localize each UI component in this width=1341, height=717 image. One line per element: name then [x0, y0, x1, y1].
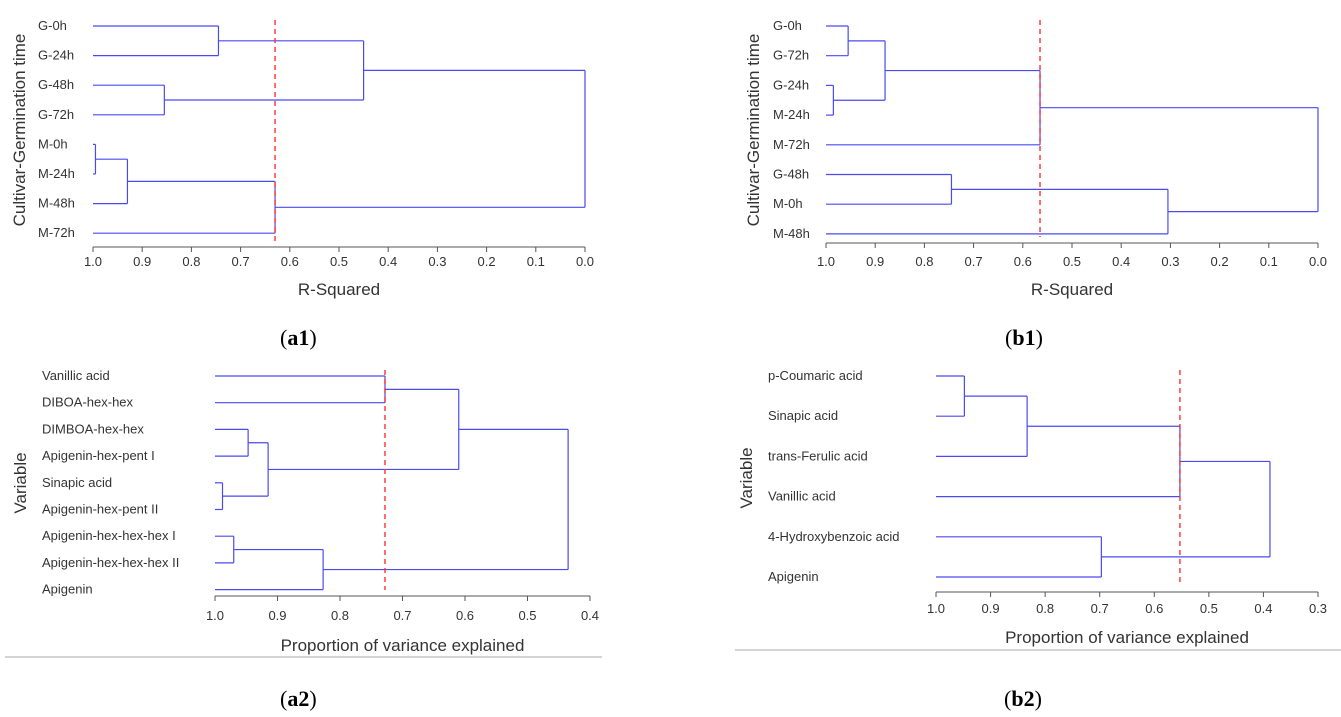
- x-tick-label: 0.8: [331, 608, 349, 623]
- leaf-label: DIMBOA-hex-hex: [42, 421, 144, 436]
- x-tick-label: 0.5: [1063, 254, 1081, 269]
- y-axis-title: Variable: [11, 452, 30, 513]
- leaf-label: Apigenin-hex-pent I: [42, 448, 155, 463]
- leaf-label: M-24h: [38, 166, 75, 181]
- x-tick-label: 0.2: [478, 254, 496, 269]
- leaf-label: Sinapic acid: [42, 475, 112, 490]
- x-tick-label: 0.9: [268, 608, 286, 623]
- x-tick-label: 0.0: [1309, 254, 1327, 269]
- x-tick-label: 0.1: [527, 254, 545, 269]
- leaf-label: Apigenin-hex-hex-hex II: [42, 555, 179, 570]
- leaf-label: G-48h: [773, 167, 809, 182]
- leaf-label: M-72h: [773, 137, 810, 152]
- leaf-label: G-0h: [773, 18, 802, 33]
- leaf-label: Apigenin-hex-pent II: [42, 502, 158, 517]
- x-tick-label: 0.7: [1091, 601, 1109, 616]
- x-tick-label: 0.3: [1161, 254, 1179, 269]
- x-axis-title: R-Squared: [298, 280, 380, 299]
- x-axis-title: R-Squared: [1031, 280, 1113, 299]
- leaf-label: Apigenin: [768, 569, 819, 584]
- x-tick-label: 0.9: [866, 254, 884, 269]
- leaf-label: trans-Ferulic acid: [768, 448, 868, 463]
- x-tick-label: 0.8: [182, 254, 200, 269]
- x-tick-label: 0.5: [518, 608, 536, 623]
- x-tick-label: 0.4: [379, 254, 397, 269]
- x-tick-label: 0.5: [330, 254, 348, 269]
- panel-label-a1-text: a1: [287, 325, 309, 350]
- panel-label-b2-text: b2: [1011, 686, 1034, 711]
- x-tick-label: 0.5: [1200, 601, 1218, 616]
- x-axis-title: Proportion of variance explained: [1005, 628, 1249, 647]
- x-tick-label: 0.1: [1260, 254, 1278, 269]
- x-tick-label: 1.0: [817, 254, 835, 269]
- x-tick-label: 0.4: [1112, 254, 1130, 269]
- leaf-label: DIBOA-hex-hex: [42, 395, 134, 410]
- x-tick-label: 0.4: [581, 608, 599, 623]
- x-tick-label: 0.8: [915, 254, 933, 269]
- x-tick-label: 0.8: [1036, 601, 1054, 616]
- x-tick-label: 0.6: [1145, 601, 1163, 616]
- x-tick-label: 0.2: [1211, 254, 1229, 269]
- leaf-label: M-72h: [38, 225, 75, 240]
- x-tick-label: 0.3: [428, 254, 446, 269]
- y-axis-title: Variable: [737, 447, 756, 508]
- leaf-label: G-48h: [38, 77, 74, 92]
- leaf-label: M-48h: [773, 226, 810, 241]
- x-axis-title: Proportion of variance explained: [281, 636, 525, 655]
- x-tick-label: 0.7: [232, 254, 250, 269]
- leaf-label: G-24h: [773, 77, 809, 92]
- x-tick-label: 0.7: [393, 608, 411, 623]
- x-tick-label: 1.0: [206, 608, 224, 623]
- leaf-label: M-0h: [773, 196, 803, 211]
- panel-label-a1: (a1): [280, 325, 317, 350]
- leaf-label: G-72h: [773, 48, 809, 63]
- leaf-label: p-Coumaric acid: [768, 368, 863, 383]
- leaf-label: M-0h: [38, 136, 68, 151]
- leaf-label: G-72h: [38, 107, 74, 122]
- panel-label-a2-text: a2: [287, 686, 309, 711]
- x-tick-label: 0.4: [1254, 601, 1272, 616]
- leaf-label: Apigenin: [42, 582, 93, 597]
- panel-label-b1-text: b1: [1012, 325, 1035, 350]
- leaf-label: M-48h: [38, 196, 75, 211]
- leaf-label: Vanillic acid: [768, 489, 836, 504]
- panel-label-b1: (b1): [1005, 325, 1043, 350]
- leaf-label: Vanillic acid: [42, 368, 110, 383]
- x-tick-label: 0.6: [1014, 254, 1032, 269]
- x-tick-label: 0.3: [1309, 601, 1327, 616]
- leaf-label: Apigenin-hex-hex-hex I: [42, 528, 176, 543]
- leaf-label: M-24h: [773, 107, 810, 122]
- panel-label-a2: (a2): [280, 686, 317, 711]
- panel-label-b2: (b2): [1004, 686, 1042, 711]
- x-tick-label: 1.0: [927, 601, 945, 616]
- x-tick-label: 0.9: [133, 254, 151, 269]
- x-tick-label: 0.6: [456, 608, 474, 623]
- x-tick-label: 1.0: [84, 254, 102, 269]
- x-tick-label: 0.7: [965, 254, 983, 269]
- leaf-label: 4-Hydroxybenzoic acid: [768, 529, 900, 544]
- x-tick-label: 0.9: [982, 601, 1000, 616]
- y-axis-title: Cultivar-Germination time: [10, 34, 29, 227]
- x-tick-label: 0.6: [281, 254, 299, 269]
- leaf-label: G-0h: [38, 18, 67, 33]
- x-tick-label: 0.0: [576, 254, 594, 269]
- leaf-label: G-24h: [38, 48, 74, 63]
- y-axis-title: Cultivar-Germination time: [744, 34, 763, 227]
- leaf-label: Sinapic acid: [768, 408, 838, 423]
